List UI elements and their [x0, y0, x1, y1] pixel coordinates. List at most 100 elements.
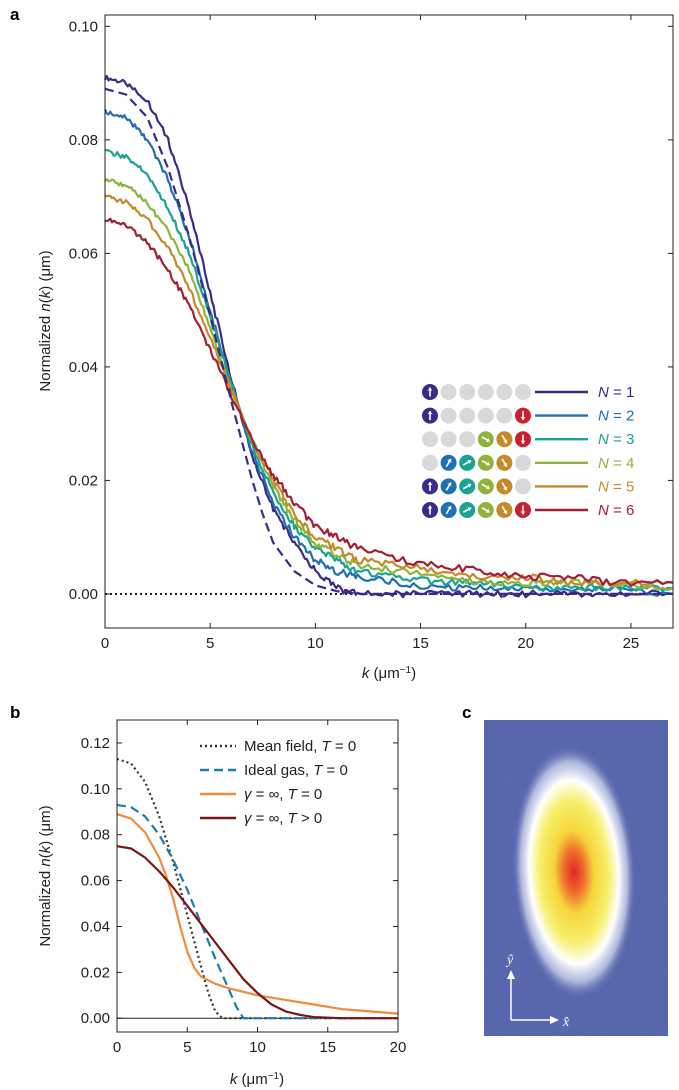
absorption-image: ŷ x̂ — [484, 720, 668, 1036]
y-tick-label: 0.02 — [81, 964, 110, 981]
spin-arrowhead-icon — [447, 458, 452, 463]
spin-state-dot — [477, 407, 494, 424]
spin-state-dot — [515, 384, 531, 400]
panel-label-b: b — [10, 703, 20, 722]
chart-a-legend: N = 1 N = 2 N = 3 N = 4 N = 5 N = 6 — [422, 384, 634, 519]
spin-state-dot — [422, 431, 438, 448]
legend-label: γ = ∞, T = 0 — [244, 786, 322, 803]
spin-arrowhead-icon — [503, 486, 508, 491]
y-tick-label: 0.06 — [81, 873, 110, 890]
spin-arrowhead-icon — [520, 417, 526, 421]
spin-arrowhead-icon — [485, 485, 490, 490]
spin-state-dot — [459, 407, 476, 424]
chart-a-axes: 0 5 10 15 20 25 0.00 0.02 0.04 0.06 0.08 0.10 — [69, 15, 673, 652]
y-arrow-head — [507, 970, 515, 979]
series-line — [104, 178, 674, 592]
x-tick-label: 0 — [113, 1039, 121, 1056]
series-line — [104, 74, 674, 599]
x-tick-label: 5 — [183, 1039, 191, 1056]
legend-label: N = 2 — [598, 408, 634, 425]
spin-state-dot — [477, 384, 494, 400]
spin-arrowhead-icon — [503, 462, 508, 467]
spin-arrowhead-icon — [467, 459, 472, 465]
panel-label-a: a — [10, 5, 20, 24]
chart-a-ylabel: Normalized n(k) (μm) — [37, 250, 54, 391]
chart-b-frame — [116, 719, 399, 1033]
y-tick-label: 0.08 — [81, 827, 110, 844]
panel-label-c: c — [462, 703, 471, 722]
series-line — [104, 148, 674, 593]
chart-b: 0 5 10 15 20 0.00 0.02 0.04 0.06 0.08 0.10 0.12 Nor… — [37, 719, 407, 1089]
atom-cloud — [511, 744, 637, 1000]
spin-state-dot — [515, 454, 531, 471]
series-line — [104, 109, 674, 597]
legend-label: N = 1 — [598, 384, 634, 401]
series-line — [116, 845, 398, 1020]
x-tick-label: 25 — [623, 635, 640, 652]
spin-state-dot — [440, 407, 457, 424]
spin-state-dot — [422, 454, 438, 471]
spin-state-dot — [440, 431, 457, 448]
spin-arrowhead-icon — [427, 505, 433, 509]
legend-label: N = 3 — [598, 431, 634, 448]
x-tick-label: 15 — [319, 1039, 336, 1056]
x-tick-label: 20 — [517, 635, 534, 652]
legend-label: Ideal gas, T = 0 — [244, 762, 348, 779]
spin-state-dot — [459, 431, 476, 448]
series-line — [116, 803, 398, 1020]
x-axis-label: x̂ — [562, 1015, 570, 1030]
chart-b-xlabel: k (μm−1) — [230, 1071, 284, 1089]
legend-label: N = 4 — [598, 455, 634, 472]
x-tick-label: 10 — [307, 635, 324, 652]
y-tick-label: 0.00 — [81, 1010, 110, 1027]
x-tick-label: 0 — [101, 635, 109, 652]
chart-a-xlabel: k (μm−1) — [362, 665, 416, 683]
y-tick-label: 0.00 — [69, 586, 98, 603]
spin-arrowhead-icon — [427, 481, 433, 485]
chart-a-frame — [104, 14, 674, 629]
spin-state-dot — [496, 407, 513, 424]
spin-state-dot — [496, 384, 513, 400]
x-arrow-head — [550, 1016, 559, 1024]
series-line — [116, 813, 399, 1015]
legend-label: Mean field, T = 0 — [244, 738, 356, 755]
chart-a: 0 5 10 15 20 25 0.00 0.02 0.04 0.06 0.08 0.10 Norma… — [37, 14, 674, 683]
spin-arrowhead-icon — [467, 483, 472, 488]
spin-arrowhead-icon — [467, 507, 472, 512]
spin-arrowhead-icon — [427, 387, 433, 391]
legend-label: N = 5 — [598, 478, 634, 495]
y-tick-label: 0.04 — [81, 918, 110, 935]
series-line — [104, 87, 673, 595]
y-tick-label: 0.10 — [69, 18, 98, 35]
y-tick-label: 0.08 — [69, 132, 98, 149]
spin-arrowhead-icon — [485, 508, 490, 513]
x-tick-label: 15 — [412, 635, 429, 652]
y-tick-label: 0.02 — [69, 472, 98, 489]
y-tick-label: 0.06 — [69, 245, 98, 262]
x-tick-label: 10 — [249, 1039, 266, 1056]
x-tick-label: 5 — [206, 635, 214, 652]
series-line — [105, 217, 674, 587]
spin-arrowhead-icon — [485, 437, 490, 443]
y-tick-label: 0.10 — [81, 781, 110, 798]
spin-arrowhead-icon — [520, 511, 526, 515]
spin-state-dot — [459, 384, 476, 400]
legend-label: γ = ∞, T > 0 — [244, 810, 322, 827]
spin-arrowhead-icon — [427, 411, 433, 415]
spin-arrowhead-icon — [503, 510, 508, 514]
spin-arrowhead-icon — [447, 482, 452, 487]
x-tick-label: 20 — [390, 1039, 407, 1056]
spin-state-dot — [515, 478, 531, 495]
spin-arrowhead-icon — [447, 506, 452, 510]
spin-arrowhead-icon — [520, 440, 526, 444]
chart-b-ylabel: Normalized n(k) (μm) — [37, 805, 54, 946]
spin-arrowhead-icon — [503, 439, 508, 444]
y-tick-label: 0.04 — [69, 359, 98, 376]
chart-b-series — [116, 757, 399, 1020]
chart-b-axes: 0 5 10 15 20 0.00 0.02 0.04 0.06 0.08 0.10 0.12 — [81, 720, 407, 1056]
chart-a-series — [104, 74, 674, 599]
series-line — [104, 194, 674, 587]
spin-arrowhead-icon — [485, 461, 490, 466]
chart-b-legend: Mean field, T = 0 Ideal gas, T = 0 γ = ∞, … — [200, 738, 356, 827]
